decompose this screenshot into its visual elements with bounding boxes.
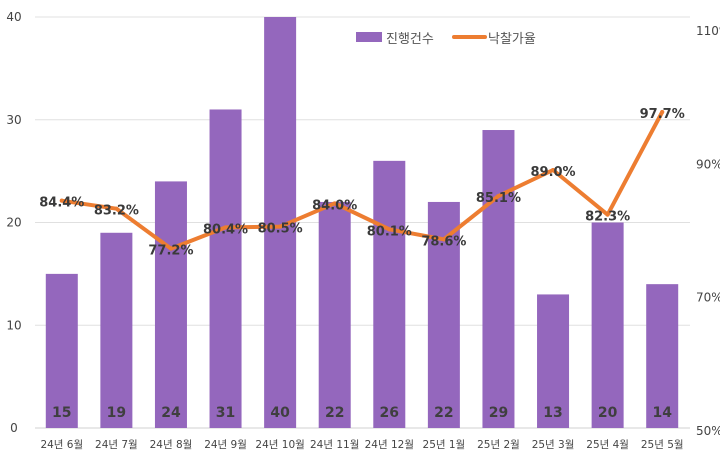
line-value-label: 89.0% [530,165,575,180]
bar-value-label: 19 [107,405,126,421]
left-axis-tick: 30 [6,113,21,127]
left-axis-tick: 0 [10,421,18,435]
line-point [441,237,446,242]
bar-value-label: 29 [489,405,508,421]
line-value-label: 77.2% [148,244,193,259]
left-axis-tick: 10 [6,318,21,332]
line-point [496,194,501,198]
legend-label-bar: 진행건수 [386,31,434,47]
line-value-label: 97.7% [640,107,685,122]
x-axis-tick: 25년 2월 [477,439,520,451]
bar [100,232,133,428]
x-axis-tick: 24년 9월 [204,439,247,451]
line-point [387,227,392,232]
line-series [59,110,665,251]
legend: 진행건수 낙찰가율 [356,31,536,47]
line-point [59,198,64,203]
left-axis-tick: 20 [6,216,21,230]
legend-swatch-bar [356,32,382,42]
bar-value-label: 31 [216,405,235,421]
right-axis-tick: 90% [696,157,720,171]
line-value-label: 80.4% [203,222,248,237]
bar-value-label: 22 [434,405,453,421]
line-value-label: 85.1% [476,191,521,206]
line-point [660,110,665,114]
line-point [332,201,337,206]
line-value-label: 83.2% [94,204,139,219]
line-point [223,225,228,230]
bar-value-label: 14 [652,405,672,421]
line-point [278,224,283,229]
line-value-label: 80.5% [258,222,303,237]
x-axis-tick: 25년 1월 [423,439,466,451]
bar [45,273,78,428]
bar [646,284,679,428]
x-axis-tick: 25년 4월 [586,439,629,451]
line-value-label: 82.3% [585,210,630,225]
bar-value-label: 20 [598,405,618,421]
bar-value-label: 26 [380,405,399,421]
bar [591,222,624,428]
line-point [551,168,556,172]
left-axis-tick: 40 [6,10,21,24]
bar [537,294,570,428]
bar [209,109,242,428]
line-value-label: 84.4% [39,196,84,211]
x-axis-tick: 24년 7월 [95,439,138,451]
x-axis-tick: 24년 6월 [40,439,83,451]
right-axis-tick: 110% [696,24,720,38]
right-axis-tick: 70% [696,291,720,305]
bar-value-label: 13 [543,405,562,421]
line-point [605,212,610,217]
line-point [168,246,173,251]
x-axis-tick: 24년 10월 [255,439,304,451]
bar [373,160,406,428]
bar [482,130,515,428]
bar [318,201,351,428]
legend-label-line: 낙찰가율 [488,32,536,47]
bar-value-label: 40 [270,405,290,421]
bar-value-label: 22 [325,405,344,421]
bar-value-label: 24 [161,405,181,421]
line-value-label: 78.6% [421,234,466,249]
x-axis-tick: 24년 8월 [150,439,193,451]
bar [154,181,187,428]
line-value-label: 80.1% [367,224,412,239]
x-axis-tick: 24년 11월 [310,439,359,451]
bar-value-label: 15 [52,405,71,421]
x-axis-tick: 25년 3월 [532,439,575,451]
line-value-label: 84.0% [312,198,357,213]
x-axis-tick: 25년 5월 [641,439,684,451]
line-point [114,206,119,211]
right-axis-tick: 50% [696,424,720,438]
x-axis-tick: 24년 12월 [365,439,414,451]
